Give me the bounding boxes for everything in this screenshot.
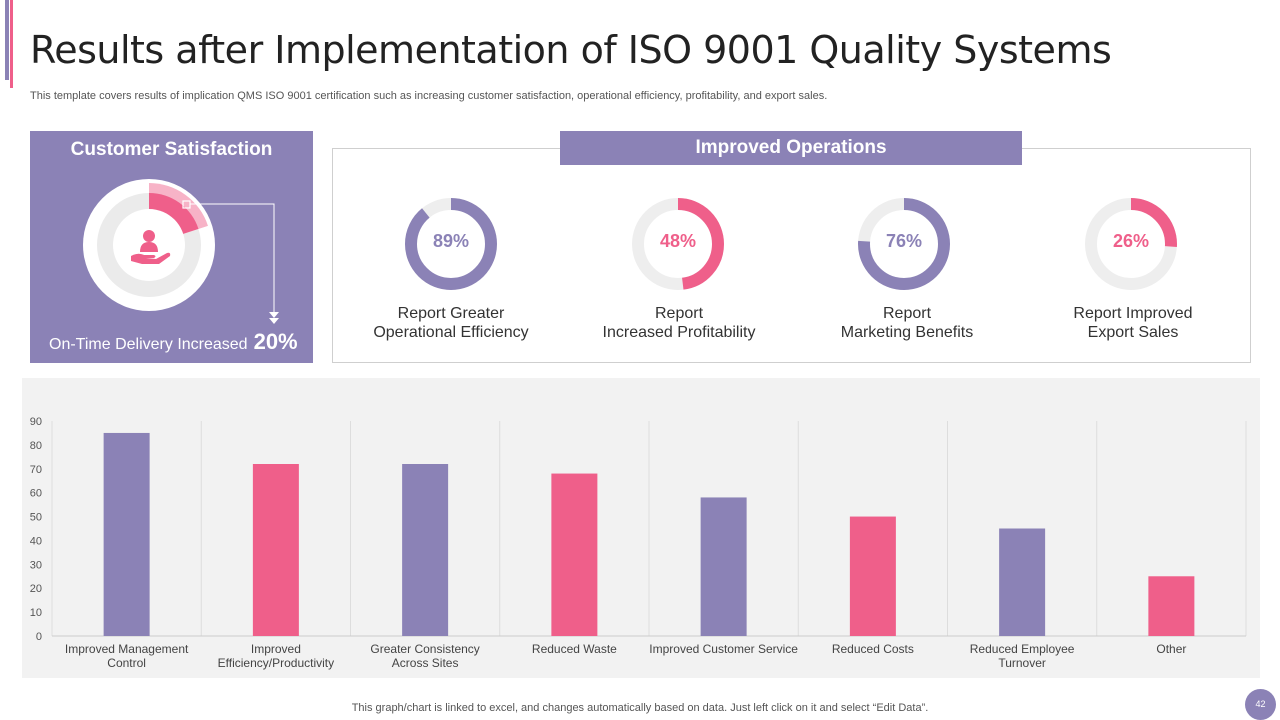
x-tick-label: Control	[107, 656, 146, 670]
donut-value-arc	[1085, 198, 1177, 290]
footer-note: This graph/chart is linked to excel, and…	[351, 702, 929, 714]
label-line-1: Report	[654, 305, 704, 322]
donut-value-arc	[405, 198, 497, 290]
bar-0[interactable]	[103, 432, 150, 636]
hand-person-icon	[131, 230, 171, 264]
customer-satisfaction-graphic	[83, 179, 279, 324]
on-time-delivery-stat: On-Time Delivery Increased 20%	[49, 329, 298, 355]
bar-7[interactable]	[1148, 576, 1195, 636]
chevron-down-icon	[269, 312, 279, 324]
improved-operations-title: Improved Operations	[560, 131, 1022, 165]
customer-satisfaction-panel: Customer Satisfaction On-Time Delivery I…	[30, 131, 313, 363]
x-tick-label: Reduced Employee	[970, 642, 1075, 656]
cs-callout-line	[190, 203, 275, 315]
y-tick-label: 40	[30, 535, 42, 547]
page-subtitle: This template covers results of implicat…	[30, 90, 828, 102]
donut-profitability	[632, 198, 724, 290]
x-tick-label: Improved	[251, 642, 301, 656]
bar-4[interactable]	[700, 497, 747, 636]
donut-marketing-benefits-label: Report Marketing Benefits	[797, 304, 1017, 342]
label-line-2: Export Sales	[1087, 324, 1179, 341]
donut-operational-efficiency-label: Report Greater Operational Efficiency	[341, 304, 561, 342]
x-tick-label: Reduced Waste	[532, 642, 617, 656]
on-time-delivery-value: 20%	[253, 329, 298, 354]
y-tick-label: 90	[30, 416, 42, 428]
label-line-2: Increased Profitability	[602, 324, 756, 341]
page-title: Results after Implementation of ISO 9001…	[30, 28, 1112, 72]
donut-marketing-benefits-percent: 76%	[885, 231, 923, 251]
donut-profitability-percent: 48%	[659, 231, 697, 251]
donut-export-sales-label: Report Improved Export Sales	[1023, 304, 1243, 342]
x-tick-label: Improved Customer Service	[649, 642, 798, 656]
x-tick-label: Reduced Costs	[832, 642, 914, 656]
y-tick-label: 70	[30, 464, 42, 476]
page-number: 42	[1245, 689, 1276, 720]
label-line-2: Marketing Benefits	[840, 324, 974, 341]
y-tick-label: 80	[30, 440, 42, 452]
donut-export-sales-percent: 26%	[1112, 231, 1150, 251]
label-line-1: Report Improved	[1073, 305, 1193, 322]
bar-1[interactable]	[252, 464, 299, 636]
x-tick-label: Efficiency/Productivity	[218, 656, 335, 670]
donut-value-arc	[632, 198, 724, 290]
y-tick-label: 50	[30, 512, 42, 524]
x-tick-label: Improved Management	[65, 642, 189, 656]
bar-5[interactable]	[849, 516, 896, 636]
bar-chart-area[interactable]: 0 10 20 30 40 50 60 70 80 90 Improved Management Co…	[22, 378, 1260, 678]
label-line-1: Report Greater	[397, 305, 505, 322]
donut-profitability-label: Report Increased Profitability	[569, 304, 789, 342]
accent-bar-pink	[10, 0, 13, 88]
donut-operational-efficiency	[405, 198, 497, 290]
y-tick-label: 60	[30, 488, 42, 500]
bar-3[interactable]	[551, 473, 598, 636]
x-tick-label: Turnover	[998, 656, 1046, 670]
bar-chart[interactable]: 0 10 20 30 40 50 60 70 80 90 Improved ManagementCo…	[22, 378, 1260, 678]
y-tick-label: 30	[30, 559, 42, 571]
x-tick-label: Other	[1156, 642, 1186, 656]
donut-value-arc	[858, 198, 950, 290]
customer-satisfaction-title: Customer Satisfaction	[70, 139, 273, 160]
accent-bar-purple	[5, 0, 9, 80]
x-tick-label: Across Sites	[392, 656, 459, 670]
y-tick-label: 20	[30, 583, 42, 595]
bar-6[interactable]	[999, 528, 1046, 637]
bar-2[interactable]	[402, 464, 449, 636]
y-tick-label: 10	[30, 607, 42, 619]
on-time-delivery-label: On-Time Delivery Increased	[49, 336, 248, 353]
label-line-2: Operational Efficiency	[373, 324, 529, 341]
donut-operational-efficiency-percent: 89%	[432, 231, 470, 251]
x-tick-label: Greater Consistency	[370, 642, 479, 656]
y-tick-label: 0	[36, 631, 42, 643]
donut-export-sales	[1085, 198, 1177, 290]
donut-marketing-benefits	[858, 198, 950, 290]
label-line-1: Report	[882, 305, 932, 322]
